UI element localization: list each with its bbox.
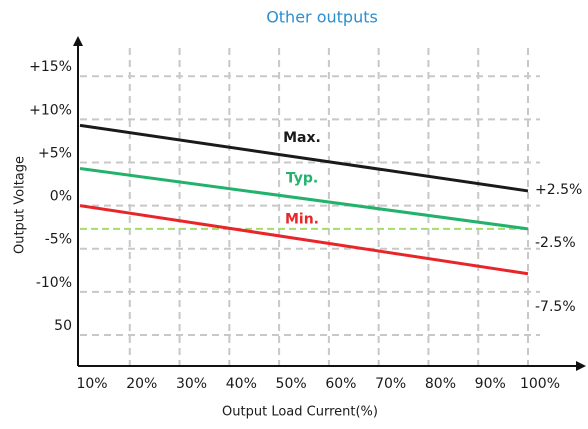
x-tick-label: 50% <box>276 376 307 392</box>
x-tick-label: 70% <box>375 376 406 392</box>
x-tick-label: 20% <box>126 376 157 392</box>
series-label: Max. <box>283 130 321 146</box>
y-tick-label: +10% <box>29 102 72 118</box>
x-tick-label: 40% <box>226 376 257 392</box>
annotation: -7.5% <box>535 299 576 315</box>
y-tick-label: -5% <box>45 232 72 248</box>
chart-title: Other outputs <box>266 8 378 27</box>
y-tick-label: +5% <box>38 145 72 161</box>
series-line <box>79 123 529 193</box>
x-tick-label: 60% <box>325 376 356 392</box>
y-axis-arrow <box>73 36 83 46</box>
series-label: Typ. <box>286 170 318 186</box>
x-tick-label: 10% <box>76 376 107 392</box>
series-line <box>79 204 529 276</box>
annotation: +2.5% <box>535 182 582 198</box>
x-tick-label: 90% <box>475 376 506 392</box>
series-line <box>79 167 529 231</box>
x-tick-label: 30% <box>176 376 207 392</box>
x-axis-arrow <box>576 361 586 371</box>
annotation: -2.5% <box>535 235 576 251</box>
y-tick-label: -10% <box>36 275 72 291</box>
y-tick-label: 0% <box>50 189 72 205</box>
x-tick-label: 100% <box>520 376 560 392</box>
x-tick-label: 80% <box>425 376 456 392</box>
series-label: Min. <box>285 211 319 227</box>
x-axis-label: Output Load Current(%) <box>222 405 378 420</box>
y-axis-label: Output Voltage <box>13 156 28 254</box>
y-tick-label: 50 <box>54 318 72 334</box>
y-tick-label: +15% <box>29 59 72 75</box>
